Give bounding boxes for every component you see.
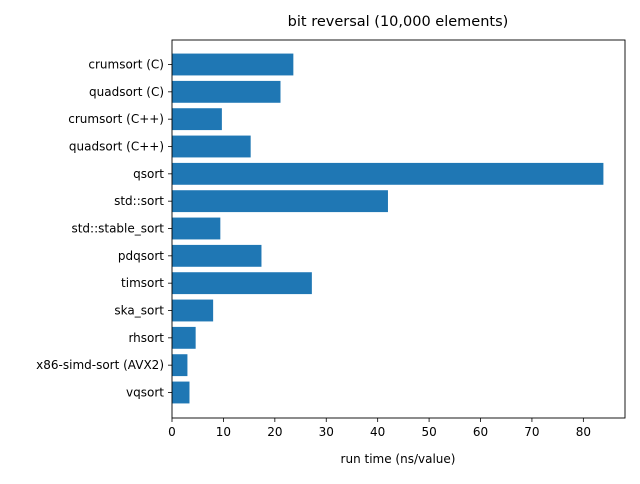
bar (172, 135, 251, 158)
bar (172, 80, 281, 103)
y-tick-label: timsort (121, 276, 164, 290)
bar (172, 217, 221, 240)
x-axis-ticks: 0 10 20 30 40 50 60 70 80 (168, 418, 591, 439)
bar (172, 381, 190, 404)
y-tick-label: qsort (133, 167, 164, 181)
plot-frame (171, 39, 626, 419)
y-tick-label: quadsort (C++) (69, 140, 164, 154)
y-tick-label: crumsort (C) (88, 58, 164, 72)
x-tick-label: 0 (168, 425, 176, 439)
y-tick-label: crumsort (C++) (68, 112, 164, 126)
bar (172, 354, 188, 377)
y-tick-label: quadsort (C) (89, 85, 164, 99)
bar (172, 326, 196, 349)
y-tick-label: std::sort (114, 194, 164, 208)
bar (172, 53, 294, 76)
y-axis-ticks: crumsort (C) quadsort (C) crumsort (C++) qu… (36, 58, 172, 400)
bar (172, 299, 214, 322)
chart-title: bit reversal (10,000 elements) (288, 14, 509, 30)
y-tick-label: vqsort (126, 386, 164, 400)
x-tick-label: 40 (370, 425, 385, 439)
x-tick-label: 80 (576, 425, 591, 439)
x-tick-label: 10 (216, 425, 231, 439)
x-tick-label: 50 (421, 425, 436, 439)
bar (172, 108, 222, 131)
x-tick-label: 60 (473, 425, 488, 439)
x-tick-label: 30 (319, 425, 334, 439)
y-tick-label: x86-simd-sort (AVX2) (36, 358, 164, 372)
bar (172, 272, 312, 295)
x-tick-label: 70 (524, 425, 539, 439)
y-tick-label: std::stable_sort (71, 222, 164, 236)
bars-group (172, 53, 604, 404)
y-tick-label: rhsort (128, 331, 164, 345)
bar (172, 190, 388, 213)
bar (172, 244, 262, 267)
x-tick-label: 20 (267, 425, 282, 439)
x-axis-label: run time (ns/value) (341, 452, 456, 466)
bar (172, 162, 604, 185)
y-tick-label: ska_sort (114, 304, 164, 318)
y-tick-label: pdqsort (118, 249, 164, 263)
